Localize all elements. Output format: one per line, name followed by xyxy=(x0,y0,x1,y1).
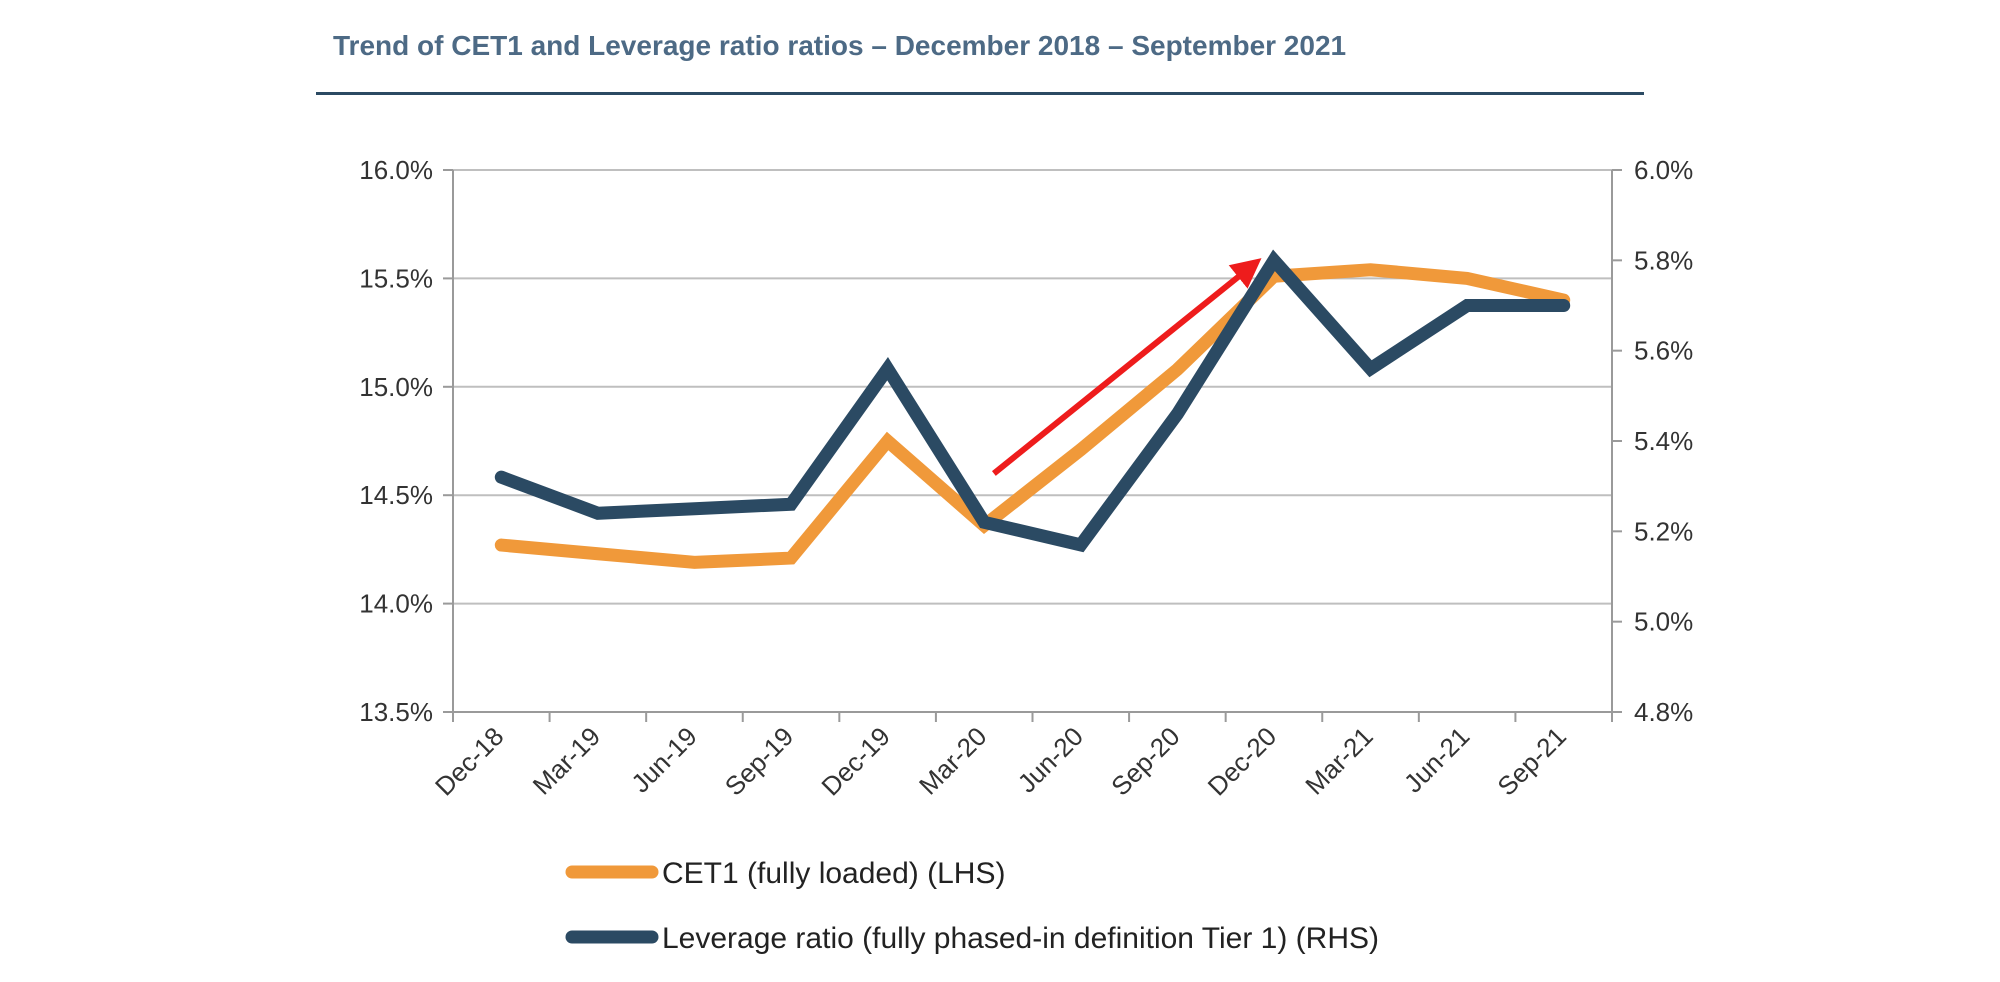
legend-label-1: Leverage ratio (fully phased-in definiti… xyxy=(662,922,1379,955)
y-right-tick-label-4: 5.6% xyxy=(1634,336,1693,366)
x-tick-label-4: Dec-19 xyxy=(815,721,895,801)
y-left-tick-label-4: 15.5% xyxy=(359,263,433,293)
trend-arrow xyxy=(991,258,1262,476)
x-tick-label-2: Jun-19 xyxy=(625,721,702,798)
y-left-tick-label-5: 16.0% xyxy=(359,155,433,185)
x-tick-label-7: Sep-20 xyxy=(1105,721,1185,801)
x-tick-label-6: Jun-20 xyxy=(1012,721,1089,798)
x-tick-label-8: Dec-20 xyxy=(1202,721,1282,801)
y-right-tick-label-5: 5.8% xyxy=(1634,245,1693,275)
y-left-tick-label-1: 14.0% xyxy=(359,589,433,619)
y-right-tick-label-0: 4.8% xyxy=(1634,697,1693,727)
y-right-tick-label-2: 5.2% xyxy=(1634,516,1693,546)
y-right-tick-label-6: 6.0% xyxy=(1634,155,1693,185)
y-left-tick-label-2: 14.5% xyxy=(359,480,433,510)
series-line-0 xyxy=(494,263,1571,569)
y-right-tick-label-1: 5.0% xyxy=(1634,607,1693,637)
x-tick-label-11: Sep-21 xyxy=(1491,721,1571,801)
y-right-tick-label-3: 5.4% xyxy=(1634,426,1693,456)
x-tick-label-3: Sep-19 xyxy=(719,721,799,801)
x-tick-label-10: Jun-21 xyxy=(1398,721,1475,798)
y-left-tick-label-0: 13.5% xyxy=(359,697,433,727)
title-divider xyxy=(316,92,1644,95)
x-tick-label-9: Mar-21 xyxy=(1299,721,1378,800)
legend-label-0: CET1 (fully loaded) (LHS) xyxy=(662,857,1005,890)
series-line-1 xyxy=(494,249,1571,553)
x-tick-label-5: Mar-20 xyxy=(913,721,992,800)
x-tick-label-1: Mar-19 xyxy=(527,721,606,800)
x-tick-label-0: Dec-18 xyxy=(429,721,509,801)
y-left-tick-label-3: 15.0% xyxy=(359,372,433,402)
chart-title: Trend of CET1 and Leverage ratio ratios … xyxy=(333,30,1347,61)
